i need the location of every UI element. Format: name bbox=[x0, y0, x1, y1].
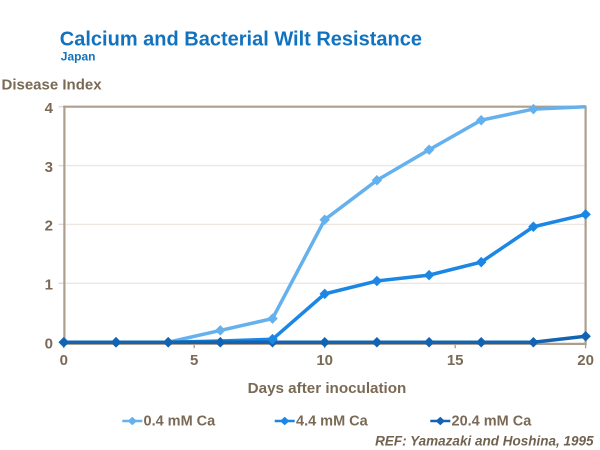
svg-text:5: 5 bbox=[190, 352, 198, 369]
svg-text:Disease Index: Disease Index bbox=[2, 77, 103, 94]
svg-text:20.4 mM Ca: 20.4 mM Ca bbox=[452, 414, 533, 430]
svg-text:15: 15 bbox=[447, 352, 464, 369]
svg-text:0: 0 bbox=[60, 352, 68, 369]
svg-text:20: 20 bbox=[577, 352, 594, 369]
svg-text:REF: Yamazaki and Hoshina, 199: REF: Yamazaki and Hoshina, 1995 bbox=[375, 434, 594, 449]
svg-text:Calcium and Bacterial Wilt Res: Calcium and Bacterial Wilt Resistance bbox=[60, 29, 422, 51]
svg-text:4.4 mM Ca: 4.4 mM Ca bbox=[296, 414, 369, 430]
svg-text:4: 4 bbox=[45, 100, 54, 117]
svg-text:0: 0 bbox=[45, 335, 53, 352]
svg-text:10: 10 bbox=[316, 352, 333, 369]
svg-text:2: 2 bbox=[45, 218, 53, 235]
svg-text:1: 1 bbox=[45, 277, 53, 294]
svg-text:Japan: Japan bbox=[61, 50, 96, 64]
svg-text:Days after inoculation: Days after inoculation bbox=[248, 380, 407, 397]
svg-text:0.4 mM Ca: 0.4 mM Ca bbox=[144, 414, 217, 430]
svg-text:3: 3 bbox=[45, 159, 53, 176]
